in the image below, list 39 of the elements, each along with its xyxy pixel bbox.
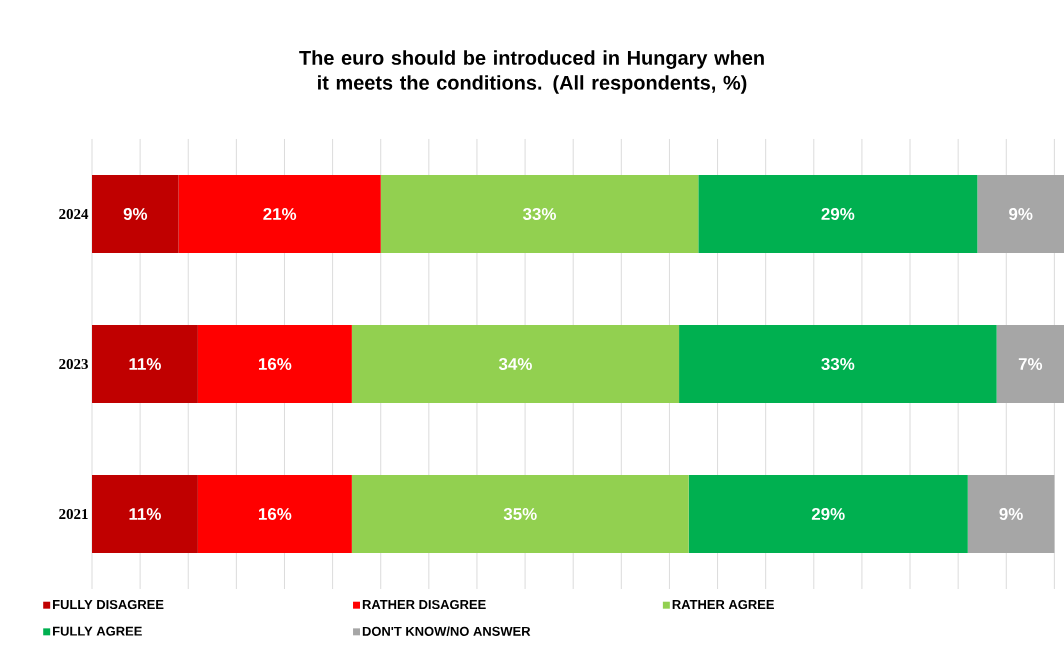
legend-label: DON'T KNOW/NO ANSWER (362, 626, 531, 637)
bar (688, 474, 968, 553)
bar (977, 174, 1064, 253)
y-tick-label: 2024 (59, 208, 89, 220)
data-label: 16% (258, 507, 292, 520)
bar (698, 174, 978, 253)
data-label: 11% (129, 358, 161, 370)
data-label: 16% (258, 357, 292, 370)
bar (351, 474, 689, 553)
legend-label: RATHER AGREE (672, 599, 774, 610)
data-label: 9% (999, 507, 1023, 520)
y-tick-label: 2023 (59, 358, 88, 370)
bar (679, 324, 997, 403)
data-label: 29% (821, 207, 855, 220)
bar (92, 174, 179, 253)
bar (380, 174, 699, 253)
data-label: 9% (123, 207, 148, 220)
legend-label: FULLY AGREE (53, 626, 142, 636)
bar (996, 324, 1064, 403)
bar (351, 324, 680, 403)
y-tick-label: 2021 (59, 508, 88, 520)
bar (92, 324, 198, 403)
data-label: 29% (811, 507, 845, 520)
data-label: 35% (503, 507, 537, 520)
data-label: 9% (1009, 207, 1033, 220)
bar (197, 474, 352, 553)
legend-label: RATHER DISAGREE (362, 599, 486, 610)
data-label: 33% (522, 207, 557, 220)
bar (967, 474, 1055, 553)
data-label: 21% (263, 208, 297, 220)
bar (197, 324, 352, 403)
data-label: 7% (1018, 358, 1043, 370)
data-label: 11% (129, 508, 161, 520)
data-label: 34% (498, 357, 532, 370)
bar (178, 174, 381, 253)
chart-title: The euro should be introduced in Hungary when it meets the conditions. (All respondents, %) (299, 50, 764, 94)
bar (92, 474, 198, 553)
legend-label: FULLY DISAGREE (53, 599, 164, 610)
data-label: 33% (821, 357, 855, 370)
